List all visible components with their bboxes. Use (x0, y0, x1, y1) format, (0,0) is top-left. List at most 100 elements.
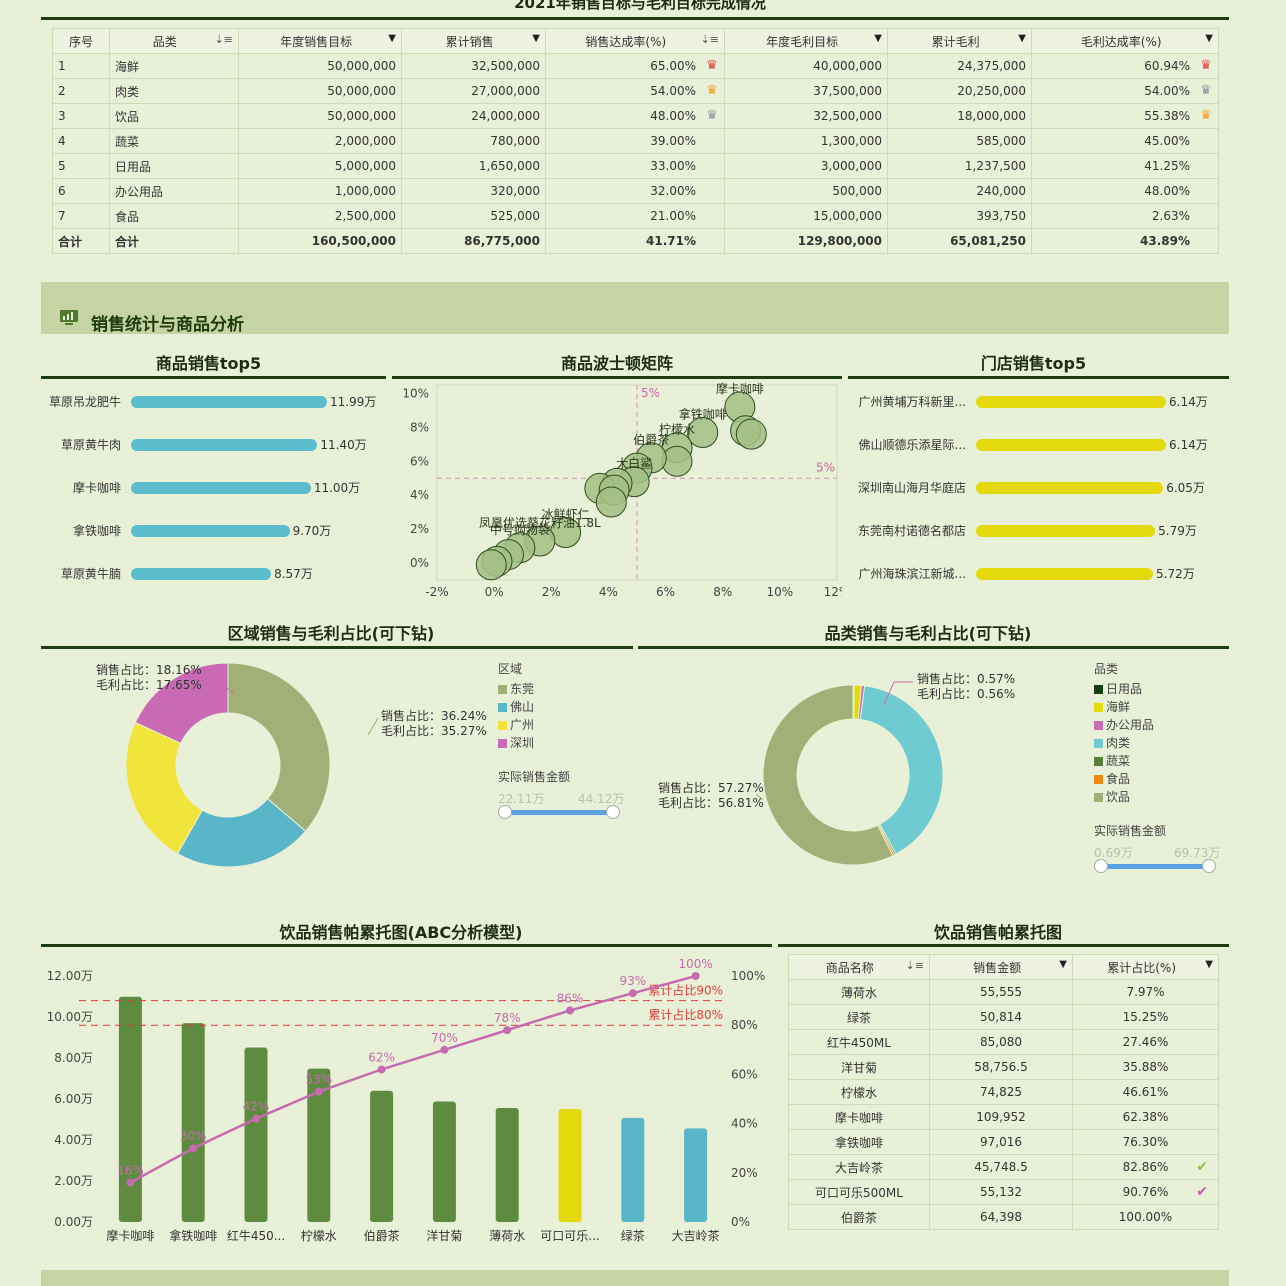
line-point[interactable] (628, 989, 637, 998)
table-row[interactable]: 可口可乐500ML 55,132 90.76% ✔ (788, 1179, 1219, 1205)
pareto-bar[interactable] (118, 996, 142, 1222)
donut-slice[interactable] (134, 662, 229, 744)
col-header-sales-rate[interactable]: 销售达成率(%) ⇣≡ (545, 28, 725, 54)
dropdown-caret-icon[interactable]: ▼ (1018, 32, 1026, 44)
dropdown-caret-icon[interactable]: ▼ (1059, 958, 1067, 970)
sort-icon[interactable]: ⇣≡ (905, 958, 924, 972)
col-header-cum-share[interactable]: 累计占比(%) ▼ (1072, 954, 1219, 980)
table-row[interactable]: 2 肉类 50,000,000 27,000,000 54.00% ♛ 37,500,000… (52, 78, 1219, 104)
scatter-point[interactable] (687, 416, 719, 448)
pareto-bar[interactable] (370, 1090, 394, 1222)
table-cell-gp_rate: 54.00% ♛ (1031, 78, 1219, 104)
col-header-sales-target[interactable]: 年度销售目标 ▼ (238, 28, 402, 54)
legend-item[interactable]: 海鲜 (1094, 698, 1130, 715)
bar[interactable] (976, 525, 1156, 537)
sort-icon[interactable]: ⇣≡ (700, 32, 719, 46)
table-row[interactable]: 摩卡咖啡 109,952 62.38% (788, 1104, 1219, 1130)
table-row[interactable]: 洋甘菊 58,756.5 35.88% (788, 1054, 1219, 1080)
scatter-point[interactable] (735, 418, 767, 450)
slider-handle-max[interactable] (606, 805, 620, 819)
col-header-no[interactable]: 序号 (52, 28, 110, 54)
bar-value-label: 5.79万 (1158, 524, 1197, 538)
dropdown-caret-icon[interactable]: ▼ (1205, 958, 1213, 970)
legend-item[interactable]: 日用品 (1094, 680, 1142, 697)
line-point[interactable] (566, 1006, 574, 1015)
bar[interactable] (976, 396, 1166, 408)
col-header-cum-sales[interactable]: 累计销售 ▼ (401, 28, 546, 54)
pareto-bar[interactable] (432, 1101, 456, 1222)
bar[interactable] (131, 568, 272, 580)
donut-slice[interactable] (125, 721, 203, 855)
line-point[interactable] (377, 1065, 386, 1074)
table-row[interactable]: 伯爵茶 64,398 100.00% (788, 1204, 1219, 1230)
legend-item[interactable]: 广州 (498, 716, 534, 733)
donut-slice[interactable] (227, 662, 331, 832)
line-point[interactable] (691, 972, 700, 980)
legend-item[interactable]: 食品 (1094, 770, 1130, 787)
slider-track[interactable] (1102, 864, 1208, 869)
line-point[interactable] (440, 1045, 449, 1054)
table-row[interactable]: 薄荷水 55,555 7.97% (788, 979, 1219, 1005)
line-point[interactable] (503, 1026, 512, 1035)
bar[interactable] (131, 482, 311, 494)
donut-slice[interactable] (859, 685, 944, 855)
dropdown-caret-icon[interactable]: ▼ (532, 32, 540, 44)
legend-item[interactable]: 饮品 (1094, 788, 1130, 805)
slider-handle-min[interactable] (1094, 859, 1108, 873)
pareto-bar[interactable] (181, 1023, 205, 1222)
legend-item[interactable]: 佛山 (498, 698, 534, 715)
scatter-point[interactable] (595, 486, 627, 518)
table-row[interactable]: 绿茶 50,814 15.25% (788, 1004, 1219, 1030)
line-point[interactable] (314, 1087, 323, 1096)
line-point[interactable] (126, 1178, 135, 1187)
pareto-bar[interactable] (684, 1128, 708, 1222)
bar[interactable] (976, 482, 1164, 494)
scatter-point[interactable] (475, 549, 507, 581)
legend-item[interactable]: 办公用品 (1094, 716, 1154, 733)
legend-item[interactable]: 肉类 (1094, 734, 1130, 751)
table-row[interactable]: 5 日用品 5,000,000 1,650,000 33.00% 3,000,000 1,2… (52, 153, 1219, 179)
bar-category-label: 拿铁咖啡 (72, 524, 121, 538)
line-point[interactable] (252, 1114, 260, 1123)
bar[interactable] (131, 396, 327, 408)
table-row[interactable]: 1 海鲜 50,000,000 32,500,000 65.00% ♛ 40,000,000… (52, 53, 1219, 79)
dropdown-caret-icon[interactable]: ▼ (388, 32, 396, 44)
pareto-bar[interactable] (307, 1068, 331, 1222)
pareto-bar[interactable] (244, 1047, 268, 1222)
slider-handle-min[interactable] (498, 805, 512, 819)
col-header-cum-gp[interactable]: 累计毛利 ▼ (887, 28, 1032, 54)
col-header-gp-target[interactable]: 年度毛利目标 ▼ (724, 28, 888, 54)
col-header-gp-rate[interactable]: 毛利达成率(%) ▼ (1031, 28, 1219, 54)
dropdown-caret-icon[interactable]: ▼ (1205, 32, 1213, 44)
legend-item[interactable]: 深圳 (498, 734, 534, 751)
table-row[interactable]: 柠檬水 74,825 46.61% (788, 1079, 1219, 1105)
slider-track[interactable] (506, 810, 612, 815)
bar[interactable] (131, 439, 318, 451)
pareto-bar[interactable] (558, 1109, 582, 1222)
table-row[interactable]: 3 饮品 50,000,000 24,000,000 48.00% ♛ 32,500,000… (52, 103, 1219, 129)
line-point[interactable] (189, 1144, 198, 1153)
bar[interactable] (976, 439, 1166, 451)
donut-slice[interactable] (762, 684, 894, 866)
col-header-product-name[interactable]: 商品名称 ⇣≡ (788, 954, 930, 980)
bar[interactable] (976, 568, 1153, 580)
table-row[interactable]: 6 办公用品 1,000,000 320,000 32.00% 500,000 240,00… (52, 178, 1219, 204)
scatter-point[interactable] (661, 445, 693, 477)
table-row[interactable]: 大吉岭茶 45,748.5 82.86% ✔ (788, 1154, 1219, 1180)
donut-slice[interactable] (176, 798, 307, 868)
dropdown-caret-icon[interactable]: ▼ (874, 32, 882, 44)
table-row[interactable]: 7 食品 2,500,000 525,000 21.00% 15,000,000 393,7… (52, 203, 1219, 229)
pareto-bar[interactable] (495, 1108, 519, 1222)
slider-handle-max[interactable] (1202, 859, 1216, 873)
table-row[interactable]: 拿铁咖啡 97,016 76.30% (788, 1129, 1219, 1155)
bar[interactable] (131, 525, 290, 537)
legend-item[interactable]: 蔬菜 (1094, 752, 1130, 769)
table-row[interactable]: 4 蔬菜 2,000,000 780,000 39.00% 1,300,000 585,00… (52, 128, 1219, 154)
col-header-amount[interactable]: 销售金额 ▼ (929, 954, 1073, 980)
legend-item[interactable]: 东莞 (498, 680, 534, 697)
legend-title: 区域 (498, 662, 523, 676)
pareto-bar[interactable] (621, 1117, 645, 1222)
col-header-category[interactable]: 品类 ⇣≡ (109, 28, 239, 54)
table-row[interactable]: 红牛450ML 85,080 27.46% (788, 1029, 1219, 1055)
sort-icon[interactable]: ⇣≡ (214, 32, 233, 46)
